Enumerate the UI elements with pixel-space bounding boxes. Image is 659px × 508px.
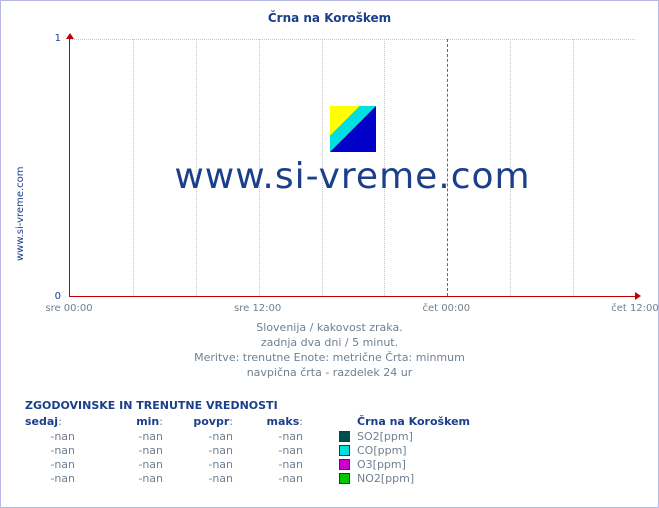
legend-swatch [339,431,350,442]
x-axis-arrow-icon [635,292,641,300]
legend-swatch [339,473,350,484]
gridline-h [70,39,635,40]
legend-value-max: -nan [243,430,303,443]
side-label: www.si-vreme.com [15,166,26,261]
watermark-icon [330,106,376,152]
legend-series-label: CO[ppm] [357,444,407,457]
x-tick-label: sre 12:00 [233,303,283,314]
legend-value-now: -nan [25,458,75,471]
y-tick-label: 0 [55,291,61,302]
legend-title: ZGODOVINSKE IN TRENUTNE VREDNOSTI [25,399,278,412]
chart-title: Črna na Koroškem [1,11,658,25]
legend-head-max: maks: [243,415,303,428]
legend-value-min: -nan [103,444,163,457]
caption-line: navpična črta - razdelek 24 ur [1,366,658,379]
x-tick-label: čet 00:00 [421,303,471,314]
legend-value-min: -nan [103,430,163,443]
legend-head-avg: povpr: [173,415,233,428]
legend-value-min: -nan [103,472,163,485]
legend-value-now: -nan [25,472,75,485]
legend-value-min: -nan [103,458,163,471]
plot-area: www.si-vreme.com [69,39,635,297]
legend-value-avg: -nan [173,472,233,485]
legend-head-now: sedaj: [25,415,62,428]
legend-value-max: -nan [243,444,303,457]
legend-head-min: min: [103,415,163,428]
legend-value-max: -nan [243,472,303,485]
x-tick-label: čet 12:00 [610,303,659,314]
legend-value-now: -nan [25,430,75,443]
legend-location: Črna na Koroškem [357,415,470,428]
legend-value-avg: -nan [173,444,233,457]
legend-value-avg: -nan [173,430,233,443]
caption-line: Meritve: trenutne Enote: metrične Črta: … [1,351,658,364]
x-tick-label: sre 00:00 [44,303,94,314]
y-axis-arrow-icon [66,33,74,39]
chart-frame: Črna na Koroškem www.si-vreme.com www.si-v… [0,0,659,508]
legend-series-label: O3[ppm] [357,458,406,471]
legend-value-max: -nan [243,458,303,471]
caption-line: Slovenija / kakovost zraka. [1,321,658,334]
caption-line: zadnja dva dni / 5 minut. [1,336,658,349]
legend-swatch [339,459,350,470]
legend-value-avg: -nan [173,458,233,471]
legend-series-label: NO2[ppm] [357,472,414,485]
watermark-text: www.si-vreme.com [70,156,635,197]
legend-swatch [339,445,350,456]
legend-value-now: -nan [25,444,75,457]
legend-series-label: SO2[ppm] [357,430,413,443]
y-tick-label: 1 [55,33,61,44]
